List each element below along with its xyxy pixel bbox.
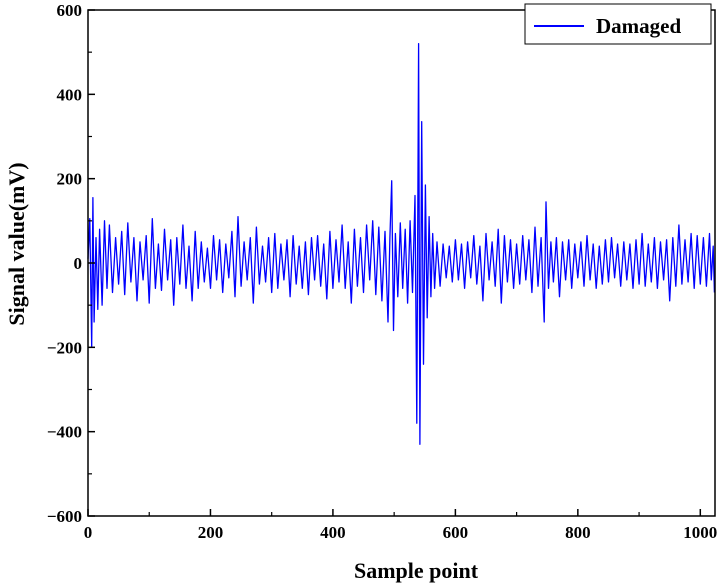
- y-tick-label: −200: [47, 338, 82, 357]
- legend-box: [524, 3, 712, 45]
- x-tick-label: 200: [198, 523, 224, 542]
- y-tick-label: 200: [57, 170, 83, 189]
- x-axis-ticks: [87, 509, 702, 516]
- x-axis-tick-labels: 0 200 400 600 800 1000: [84, 523, 718, 542]
- x-tick-label: 1000: [683, 523, 717, 542]
- x-axis-title: Sample point: [354, 558, 479, 583]
- y-tick-label: 600: [57, 1, 83, 20]
- y-axis-tick-labels: −600 −400 −200 0 200 400 600: [47, 1, 82, 526]
- y-tick-label: 0: [74, 254, 83, 273]
- y-tick-label: 400: [57, 85, 83, 104]
- series-line-damaged: [87, 43, 716, 445]
- x-tick-label: 400: [320, 523, 346, 542]
- x-tick-label: 0: [84, 523, 93, 542]
- y-axis-ticks: [88, 9, 95, 517]
- x-tick-label: 600: [443, 523, 469, 542]
- legend-label-damaged: Damaged: [596, 14, 681, 38]
- y-axis-title: Signal value(mV): [4, 162, 29, 325]
- y-tick-label: −600: [47, 507, 82, 526]
- x-tick-label: 800: [565, 523, 591, 542]
- legend: Damaged: [524, 3, 712, 45]
- y-tick-label: −400: [47, 423, 82, 442]
- plot-area: [87, 43, 716, 445]
